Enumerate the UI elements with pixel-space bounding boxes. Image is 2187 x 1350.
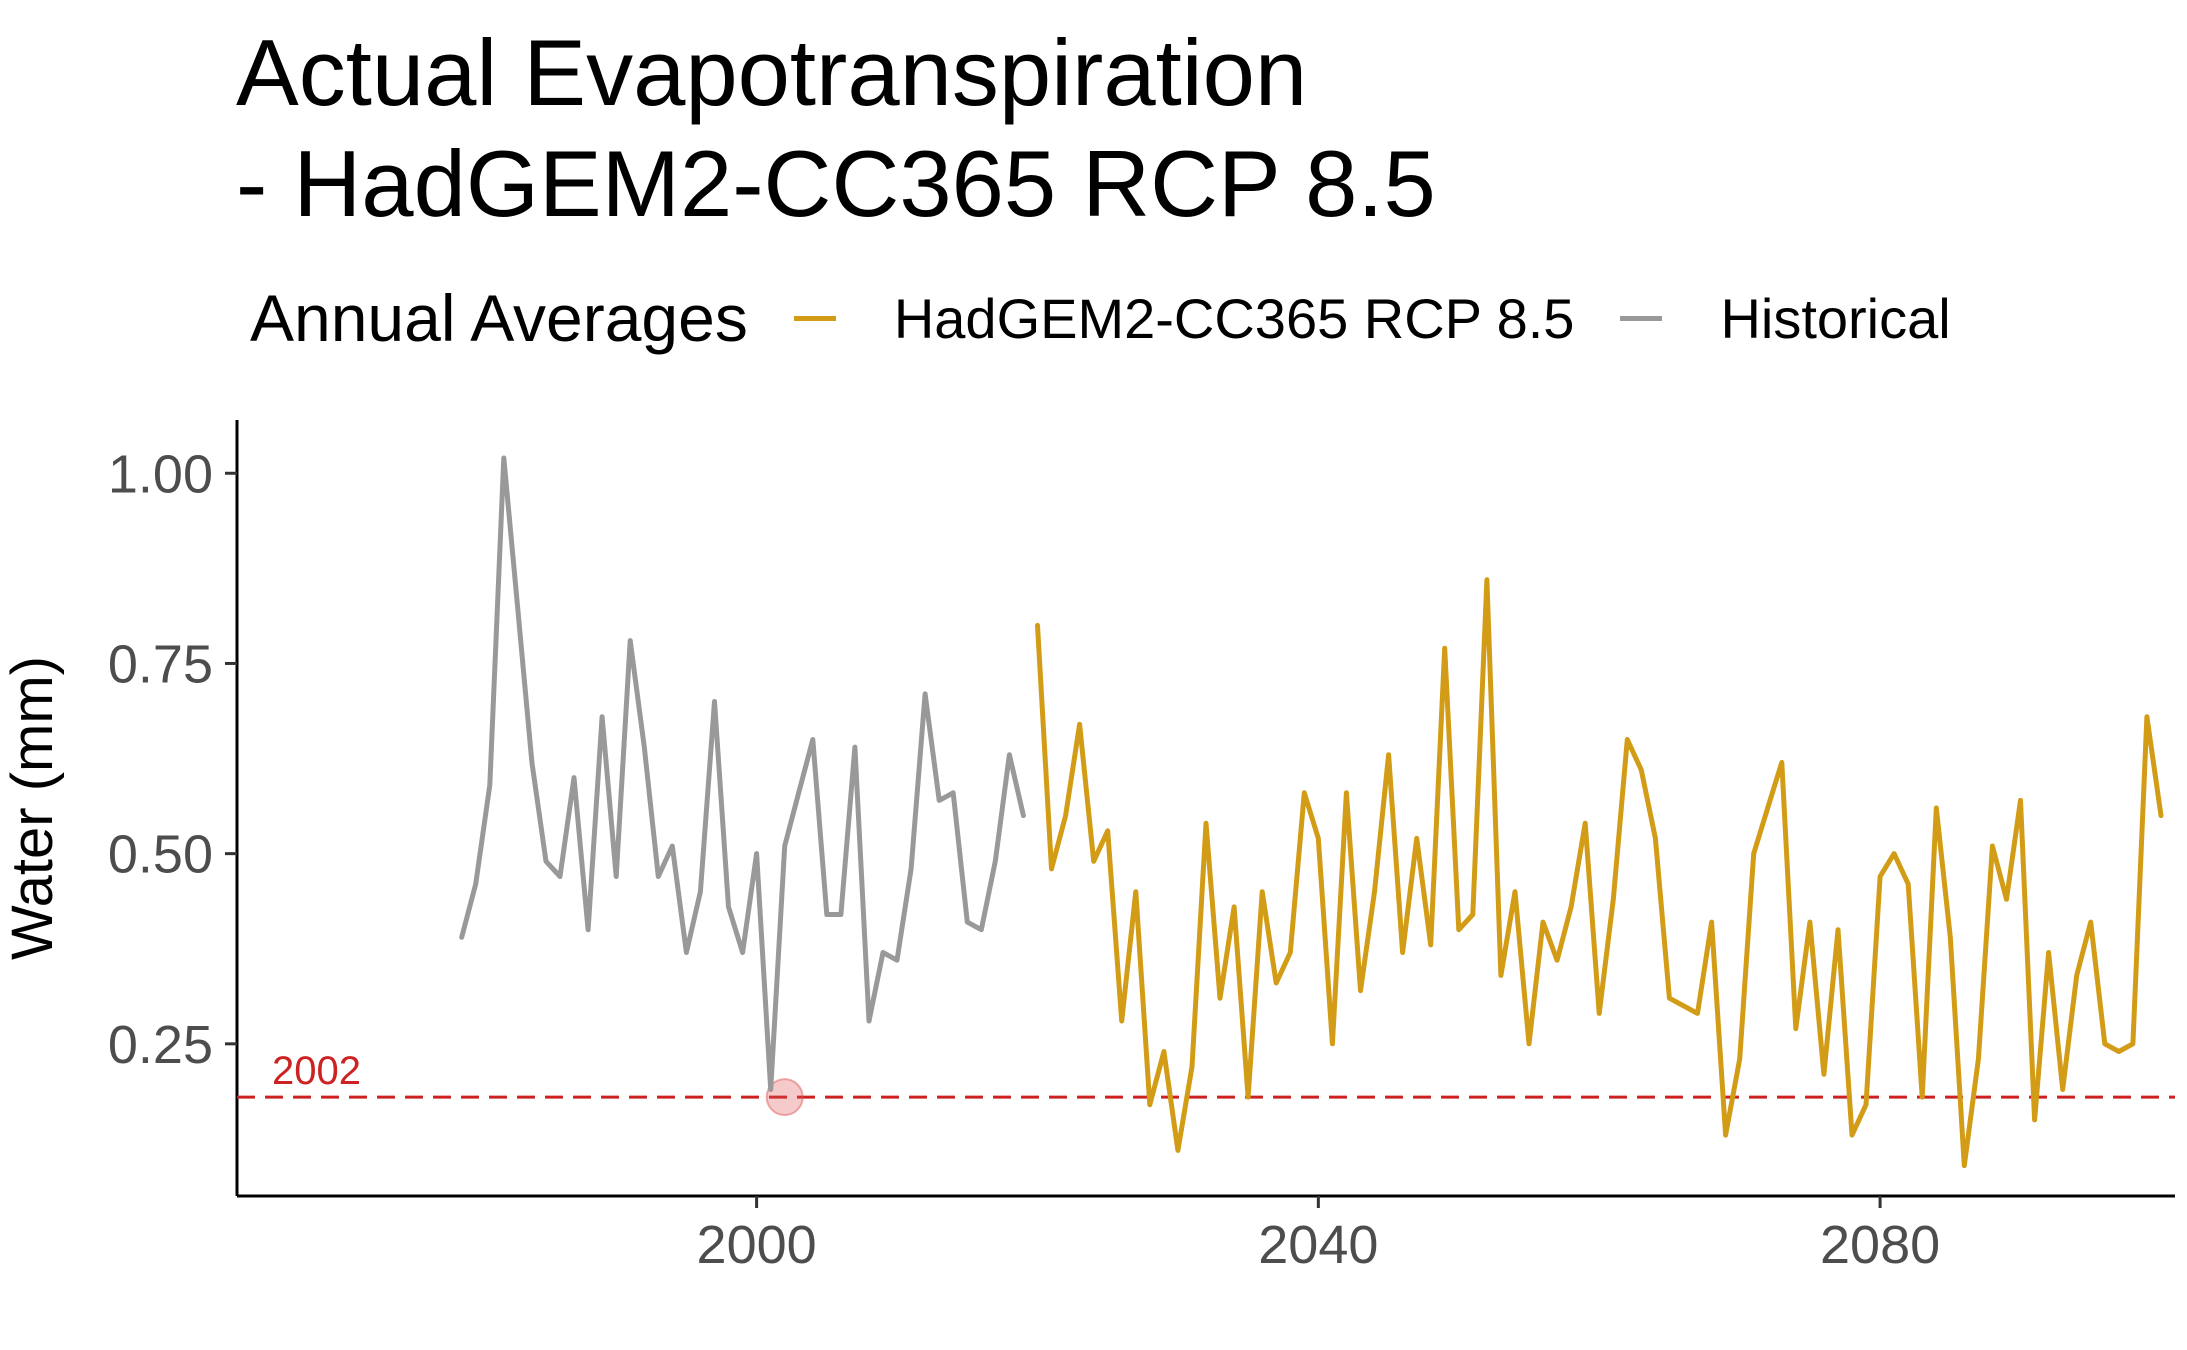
plot-area: 0.25 0.50 0.75 1.00 2000 2040 2080 Water (mm) 20… — [0, 420, 2175, 1275]
legend-label-rcp85: HadGEM2-CC365 RCP 8.5 — [893, 286, 1575, 350]
legend-title: Annual Averages — [250, 281, 748, 355]
x-tick-label: 2080 — [1820, 1215, 1940, 1275]
series-line-hadgem2-cc365-rcp-8-5 — [1035, 577, 2164, 1169]
y-tick-label: 0.75 — [108, 634, 213, 694]
y-axis-title: Water (mm) — [0, 656, 65, 960]
x-tick-label: 2040 — [1258, 1215, 1378, 1275]
legend-item-historical: Historical — [1620, 286, 1951, 351]
legend-label-historical: Historical — [1720, 286, 1951, 350]
y-tick-label: 0.25 — [108, 1015, 213, 1075]
y-tick-label: 0.50 — [108, 825, 213, 885]
legend-key-rcp85 — [793, 315, 836, 321]
y-tick-label: 1.00 — [108, 444, 213, 504]
series-line-historical — [459, 455, 1026, 1092]
reference-line-label: 2002 — [272, 1049, 361, 1093]
legend: Annual Averages HadGEM2-CC365 RCP 8.5 Hi… — [250, 281, 1997, 355]
chart-title-line-1: Actual Evapotranspiration — [236, 20, 1308, 125]
legend-key-historical — [1620, 315, 1663, 321]
x-tick-label: 2000 — [697, 1215, 817, 1275]
highlight-point-marker — [765, 1078, 804, 1117]
legend-item-rcp85: HadGEM2-CC365 RCP 8.5 — [793, 286, 1575, 351]
chart-title-line-2: - HadGEM2-CC365 RCP 8.5 — [236, 131, 1436, 236]
